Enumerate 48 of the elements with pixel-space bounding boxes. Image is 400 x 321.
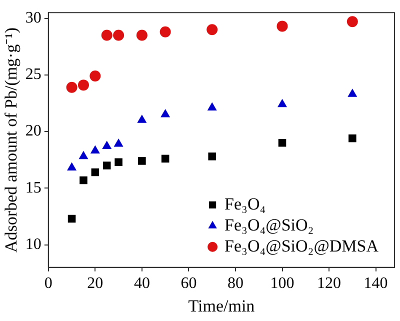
point xyxy=(80,176,88,184)
y-tick-label: 10 xyxy=(25,236,42,253)
point xyxy=(160,26,171,38)
point xyxy=(91,168,100,176)
point xyxy=(207,102,217,110)
y-tick-label: 30 xyxy=(25,9,42,26)
point xyxy=(346,16,358,28)
point xyxy=(78,80,89,91)
x-axis-title: Time/min xyxy=(188,296,256,316)
x-tick-label: 40 xyxy=(134,275,150,292)
point xyxy=(68,214,76,223)
point xyxy=(101,30,112,41)
x-tick-label: 140 xyxy=(364,275,388,292)
legend-label: Fe₃O₄ xyxy=(224,194,266,214)
x-tick-label: 120 xyxy=(317,275,342,292)
y-tick-label: 15 xyxy=(25,179,42,196)
point xyxy=(113,30,124,41)
point xyxy=(78,150,88,160)
point xyxy=(206,24,218,36)
x-tick-label: 80 xyxy=(227,275,244,292)
y-tick-label: 25 xyxy=(25,66,42,84)
legend-label: Fe₃O₄@SiO₂@DMSA xyxy=(224,236,380,256)
y-tick-label: 20 xyxy=(25,122,42,140)
legend-label: Fe₃O₄@SiO₂ xyxy=(224,215,314,234)
point xyxy=(114,158,122,166)
y-axis-title: Adsorbed amount of Pb/(mg·g⁻¹) xyxy=(2,28,21,252)
point xyxy=(276,20,288,32)
x-tick-label: 0 xyxy=(44,275,52,292)
point xyxy=(137,114,147,123)
x-tick-label: 60 xyxy=(180,275,197,292)
point xyxy=(90,145,100,154)
point xyxy=(90,70,101,82)
point xyxy=(161,154,170,163)
x-tick-label: 20 xyxy=(87,275,104,292)
point xyxy=(278,138,286,147)
point xyxy=(348,88,358,97)
point xyxy=(102,140,112,149)
point xyxy=(114,138,124,147)
point xyxy=(348,134,356,142)
point xyxy=(138,157,146,165)
point xyxy=(136,30,148,41)
point xyxy=(208,152,216,160)
point xyxy=(102,162,111,170)
x-tick-label: 100 xyxy=(270,275,294,292)
point xyxy=(67,162,77,170)
point xyxy=(66,82,78,93)
point xyxy=(160,109,170,118)
point xyxy=(277,98,288,108)
